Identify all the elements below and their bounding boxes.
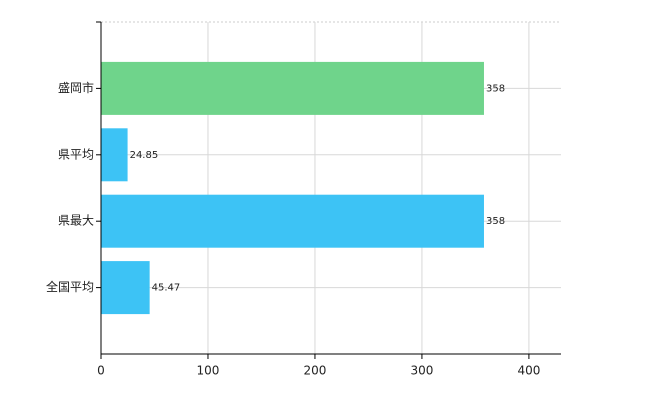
bar — [101, 128, 128, 182]
value-label: 45.47 — [152, 283, 181, 294]
y-tick-label: 県最大 — [58, 214, 94, 228]
x-tick-label: 400 — [517, 364, 540, 378]
y-tick-label: 盛岡市 — [58, 80, 94, 95]
value-label: 24.85 — [130, 150, 159, 161]
y-tick-label: 県平均 — [58, 147, 94, 161]
bar — [101, 194, 484, 248]
value-label: 358 — [486, 216, 505, 227]
bar — [101, 261, 150, 315]
bar — [101, 61, 484, 115]
x-tick-label: 0 — [97, 364, 105, 378]
y-tick-label: 全国平均 — [46, 279, 94, 294]
x-tick-label: 200 — [304, 364, 327, 378]
x-tick-label: 300 — [410, 364, 433, 378]
value-label: 358 — [486, 83, 505, 94]
x-tick-label: 100 — [197, 364, 220, 378]
